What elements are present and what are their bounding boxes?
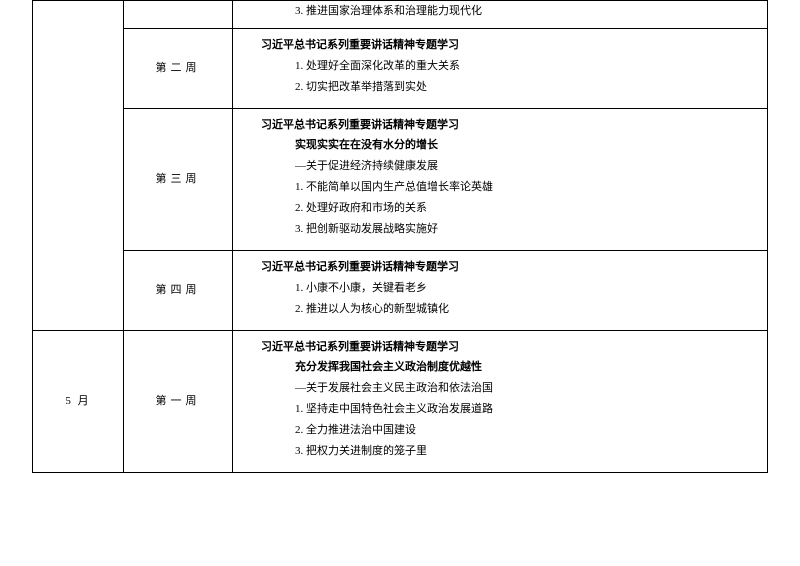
topic-extra: —关于促进经济持续健康发展 <box>261 156 757 177</box>
topic-item: 1. 处理好全面深化改革的重大关系 <box>261 56 757 77</box>
topic-title: 习近平总书记系列重要讲话精神专题学习 <box>261 257 757 278</box>
topic-title: 习近平总书记系列重要讲话精神专题学习 <box>261 35 757 56</box>
topic-item: 1. 坚持走中国特色社会主义政治发展道路 <box>261 399 757 420</box>
schedule-table: 3. 推进国家治理体系和治理能力现代化第二周习近平总书记系列重要讲话精神专题学习… <box>32 0 768 473</box>
week-cell: 第一周 <box>124 330 233 472</box>
content-cell: 习近平总书记系列重要讲话精神专题学习实现实实在在没有水分的增长—关于促进经济持续… <box>233 108 768 250</box>
table-row: 第三周习近平总书记系列重要讲话精神专题学习实现实实在在没有水分的增长—关于促进经… <box>33 108 768 250</box>
topic-item: 1. 小康不小康，关键看老乡 <box>261 278 757 299</box>
table-row: 第二周习近平总书记系列重要讲话精神专题学习1. 处理好全面深化改革的重大关系2.… <box>33 28 768 108</box>
topic-item: 2. 处理好政府和市场的关系 <box>261 198 757 219</box>
content-cell: 习近平总书记系列重要讲话精神专题学习1. 小康不小康，关键看老乡2. 推进以人为… <box>233 250 768 330</box>
topic-item: 2. 切实把改革举措落到实处 <box>261 77 757 98</box>
content-cell: 3. 推进国家治理体系和治理能力现代化 <box>233 1 768 29</box>
topic-extra: —关于发展社会主义民主政治和依法治国 <box>261 378 757 399</box>
table-row: 5 月第一周习近平总书记系列重要讲话精神专题学习充分发挥我国社会主义政治制度优越… <box>33 330 768 472</box>
topic-subtitle: 实现实实在在没有水分的增长 <box>261 135 757 156</box>
content-cell: 习近平总书记系列重要讲话精神专题学习1. 处理好全面深化改革的重大关系2. 切实… <box>233 28 768 108</box>
week-cell: 第四周 <box>124 250 233 330</box>
month-cell: 5 月 <box>33 330 124 472</box>
week-cell: 第三周 <box>124 108 233 250</box>
topic-item: 3. 推进国家治理体系和治理能力现代化 <box>261 1 757 22</box>
topic-item: 3. 把创新驱动发展战略实施好 <box>261 219 757 240</box>
content-cell: 习近平总书记系列重要讲话精神专题学习充分发挥我国社会主义政治制度优越性—关于发展… <box>233 330 768 472</box>
week-cell <box>124 1 233 29</box>
table-row: 第四周习近平总书记系列重要讲话精神专题学习1. 小康不小康，关键看老乡2. 推进… <box>33 250 768 330</box>
topic-item: 1. 不能简单以国内生产总值增长率论英雄 <box>261 177 757 198</box>
topic-title: 习近平总书记系列重要讲话精神专题学习 <box>261 337 757 358</box>
table-row: 3. 推进国家治理体系和治理能力现代化 <box>33 1 768 29</box>
month-cell <box>33 1 124 331</box>
topic-title: 习近平总书记系列重要讲话精神专题学习 <box>261 115 757 136</box>
week-cell: 第二周 <box>124 28 233 108</box>
topic-item: 3. 把权力关进制度的笼子里 <box>261 441 757 462</box>
topic-item: 2. 全力推进法治中国建设 <box>261 420 757 441</box>
topic-item: 2. 推进以人为核心的新型城镇化 <box>261 299 757 320</box>
topic-subtitle: 充分发挥我国社会主义政治制度优越性 <box>261 357 757 378</box>
